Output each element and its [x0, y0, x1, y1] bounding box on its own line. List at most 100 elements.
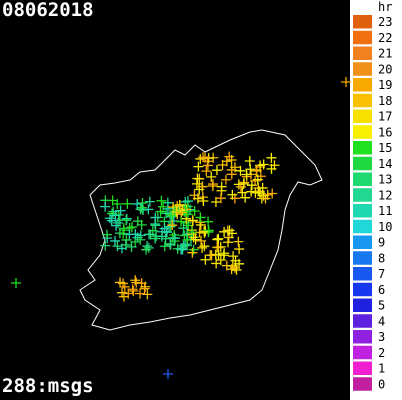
strike — [203, 216, 214, 227]
strike — [192, 193, 203, 204]
legend-label: 1 — [378, 362, 385, 376]
strike — [230, 255, 241, 266]
strike — [237, 187, 248, 198]
strike — [122, 198, 133, 209]
legend-swatch — [353, 204, 372, 218]
legend-label: 0 — [378, 377, 385, 391]
strike — [187, 247, 198, 258]
strike — [139, 283, 150, 294]
strike — [197, 242, 208, 253]
strike — [223, 237, 234, 248]
strike — [200, 254, 211, 265]
strike — [158, 201, 169, 212]
strike — [121, 215, 132, 226]
strike — [109, 235, 120, 246]
strike — [106, 215, 117, 226]
strike — [190, 234, 201, 245]
strike — [188, 232, 199, 243]
strike — [231, 264, 242, 275]
strike — [201, 166, 212, 177]
strike — [207, 181, 218, 192]
legend-swatch — [353, 298, 372, 312]
legend-swatch — [353, 361, 372, 375]
strike — [167, 220, 178, 231]
legend-swatch — [353, 62, 372, 76]
strike — [187, 227, 198, 238]
strike — [267, 188, 278, 199]
strike — [127, 284, 138, 295]
legend-swatch — [353, 314, 372, 328]
strike — [174, 199, 185, 210]
strike — [197, 192, 208, 203]
strike — [216, 181, 227, 192]
strike — [226, 154, 237, 165]
strike — [233, 236, 244, 247]
strike — [136, 219, 147, 230]
legend-swatch — [353, 15, 372, 29]
strike — [169, 206, 180, 217]
strike — [218, 250, 229, 261]
strike — [135, 234, 146, 245]
strike — [203, 225, 214, 236]
strike — [180, 206, 191, 217]
legend-label: 9 — [378, 236, 385, 250]
strike — [226, 169, 237, 180]
strike — [191, 178, 202, 189]
coastline — [79, 129, 323, 331]
strike — [130, 229, 141, 240]
strike — [206, 171, 217, 182]
legend-title: hr — [378, 0, 392, 14]
strike — [150, 233, 161, 244]
strike — [162, 203, 173, 214]
strike — [226, 264, 237, 275]
strike — [193, 161, 204, 172]
legend-label: 21 — [378, 47, 392, 61]
legend-label: 14 — [378, 157, 392, 171]
strike — [202, 160, 213, 171]
legend-swatch — [353, 46, 372, 60]
legend-label: 6 — [378, 283, 385, 297]
strike — [224, 225, 235, 236]
strike — [121, 213, 132, 224]
legend-label: 16 — [378, 125, 392, 139]
strike — [244, 156, 255, 167]
strike — [215, 193, 226, 204]
strike — [195, 212, 206, 223]
strike — [200, 152, 211, 163]
strike — [144, 196, 155, 207]
strike — [159, 241, 170, 252]
strike — [212, 242, 223, 253]
strike — [126, 241, 137, 252]
strike — [104, 213, 115, 224]
legend-swatch — [353, 30, 372, 45]
strike — [235, 165, 246, 176]
strike — [251, 164, 262, 175]
strike — [176, 207, 187, 218]
strike — [118, 225, 129, 236]
strike — [176, 243, 187, 254]
strike — [197, 181, 208, 192]
legend-label: 3 — [378, 330, 385, 344]
strike — [238, 178, 249, 189]
date-title: 08062018 — [2, 0, 94, 21]
strike — [241, 169, 252, 180]
strike — [199, 241, 210, 252]
strike — [130, 275, 141, 286]
strike — [266, 152, 277, 163]
strike — [150, 219, 161, 230]
strike — [195, 153, 206, 164]
legend-label: 11 — [378, 204, 392, 218]
legend-swatch — [353, 156, 372, 171]
strike — [128, 286, 139, 297]
strike — [194, 173, 205, 184]
strike — [132, 198, 143, 209]
legend-label: 12 — [378, 188, 392, 202]
strike — [176, 216, 187, 227]
strike — [143, 242, 154, 253]
strike — [211, 165, 222, 176]
legend-swatch — [353, 377, 372, 391]
strike — [176, 244, 187, 255]
legend-label: 23 — [378, 15, 392, 29]
